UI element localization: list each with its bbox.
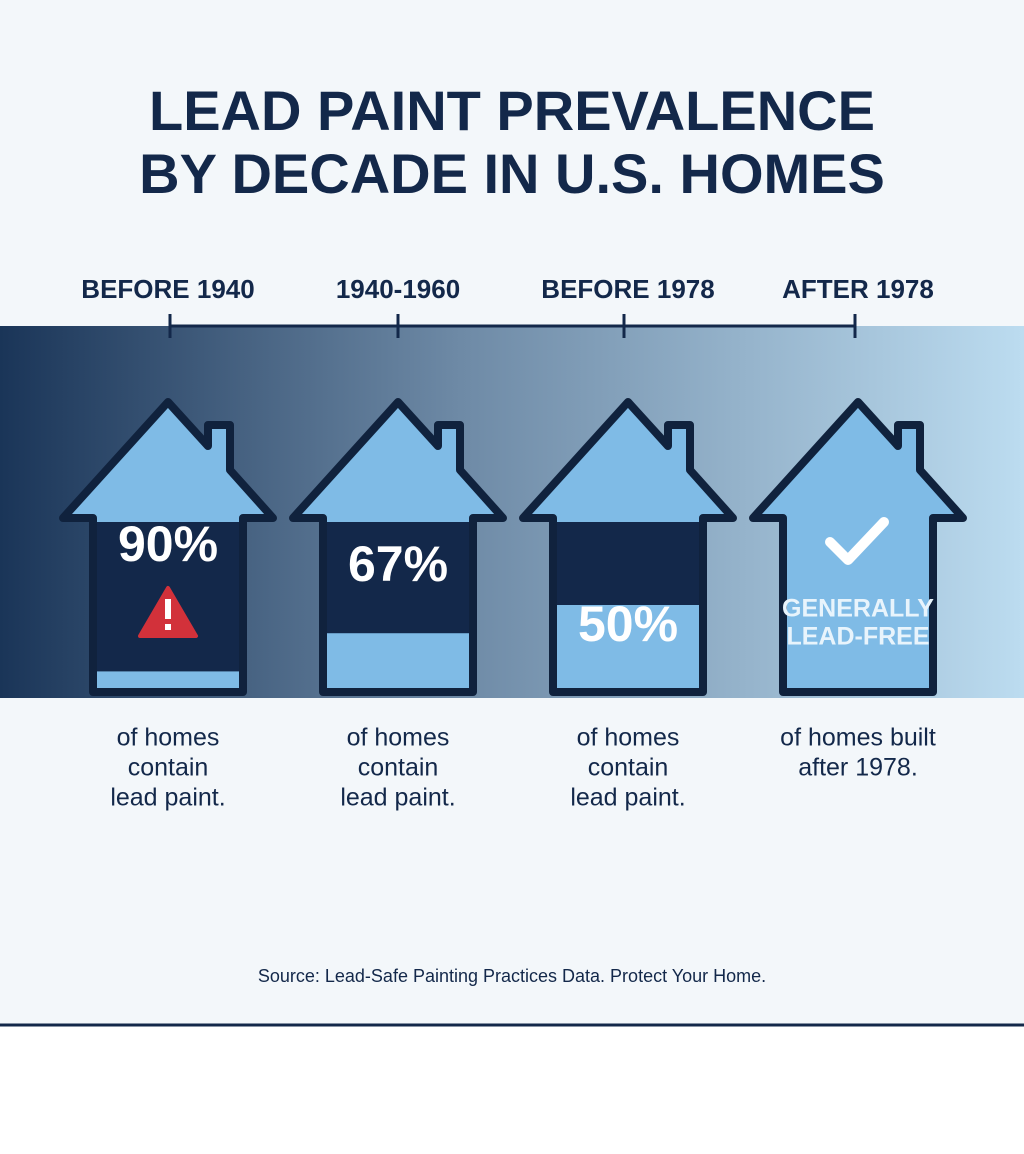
- timeline-label: BEFORE 1940: [81, 274, 254, 304]
- description: contain: [128, 754, 209, 782]
- description: of homes: [577, 724, 680, 752]
- warning-icon: [138, 586, 198, 638]
- description: after 1978.: [798, 754, 918, 782]
- house-outline: [749, 398, 967, 696]
- description: of homes: [117, 724, 220, 752]
- description: contain: [358, 754, 439, 782]
- timeline-label: 1940-1960: [336, 274, 460, 304]
- lead-free-label: GENERALLY: [782, 595, 934, 623]
- lead-fill: [557, 522, 699, 605]
- description: lead paint.: [110, 784, 225, 812]
- description: of homes built: [780, 724, 936, 752]
- check-icon: [825, 517, 889, 565]
- description: contain: [588, 754, 669, 782]
- description: lead paint.: [340, 784, 455, 812]
- source: Source: Lead-Safe Painting Practices Dat…: [258, 966, 766, 986]
- house-outline: [289, 398, 507, 696]
- description: lead paint.: [570, 784, 685, 812]
- title-line: LEAD PAINT PREVALENCE: [149, 79, 875, 142]
- lead-free-label: LEAD-FREE: [786, 623, 929, 651]
- value-label: 50%: [578, 596, 678, 652]
- title-line: BY DECADE IN U.S. HOMES: [139, 142, 885, 205]
- value-label: 67%: [348, 536, 448, 592]
- value-label: 90%: [118, 516, 218, 572]
- house-outline: [59, 398, 277, 696]
- timeline-label: AFTER 1978: [782, 274, 934, 304]
- house-outline: [519, 398, 737, 696]
- timeline-label: BEFORE 1978: [541, 274, 714, 304]
- description: of homes: [347, 724, 450, 752]
- lead-fill: [327, 522, 469, 634]
